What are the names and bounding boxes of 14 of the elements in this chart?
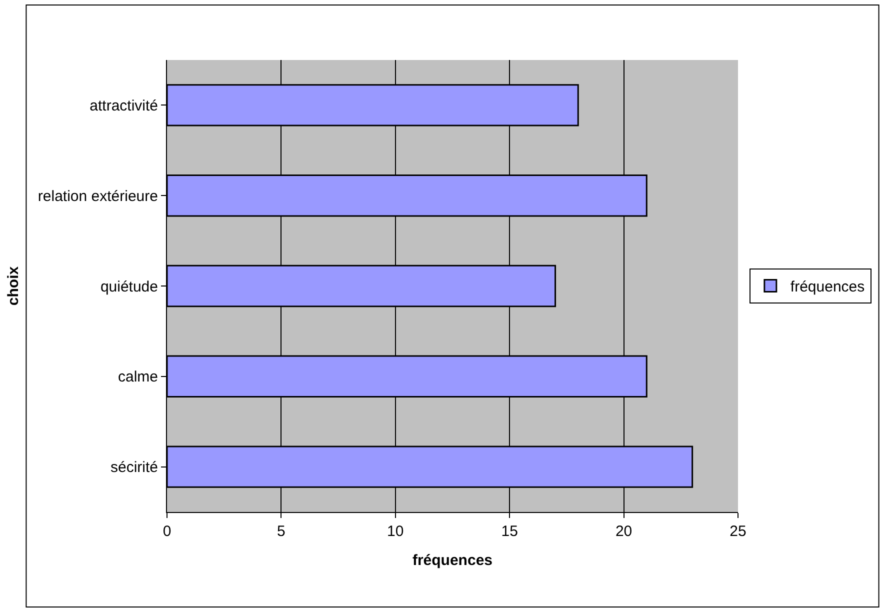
x-tick-label: 20 <box>615 523 632 540</box>
y-axis-title: choix <box>5 266 22 306</box>
y-tick-label: quiétude <box>100 278 158 296</box>
x-tick-label: 15 <box>501 523 518 540</box>
legend-label: fréquences <box>790 278 865 296</box>
x-tick-label: 0 <box>162 523 172 540</box>
y-tick-label: relation extérieure <box>38 188 158 205</box>
y-tick-label: calme <box>118 368 158 386</box>
x-tick-label: 10 <box>387 523 404 540</box>
x-axis-title: fréquences <box>412 552 493 569</box>
x-tick-label: 25 <box>730 523 746 540</box>
y-tick-label: sécirité <box>110 459 158 476</box>
y-tick-label: attractivité <box>90 97 158 114</box>
x-tick-label: 5 <box>277 523 286 540</box>
